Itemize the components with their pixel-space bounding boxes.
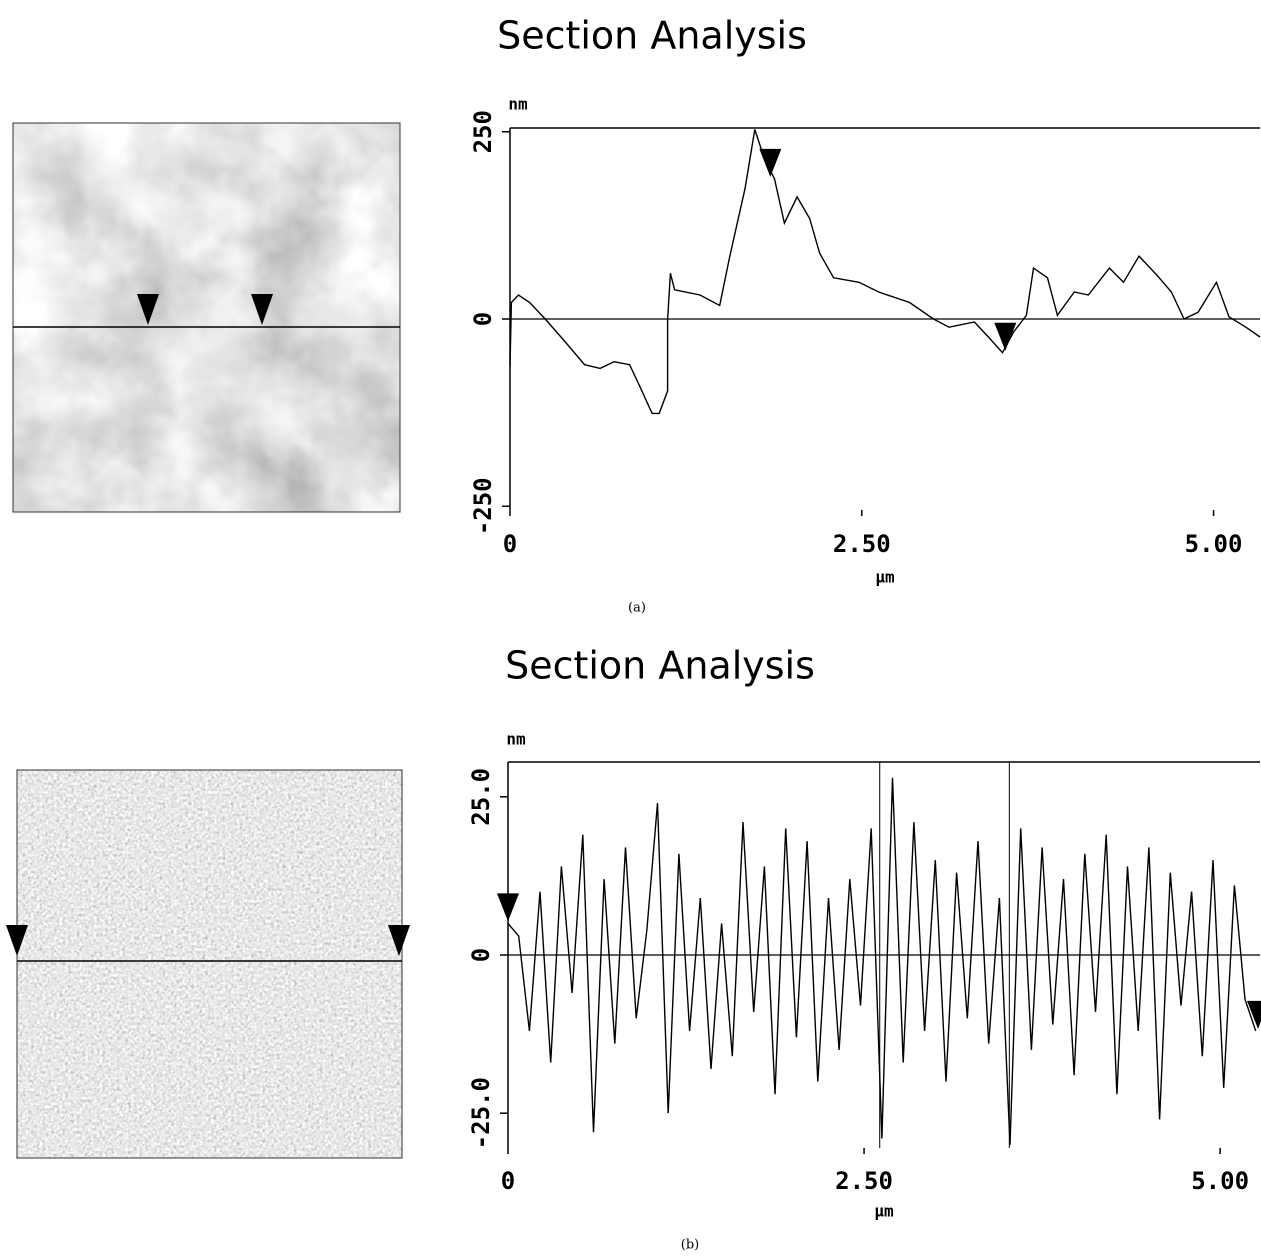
afm-texture: [13, 123, 400, 512]
cursor-marker: [137, 294, 159, 325]
afm-image-a: [12, 122, 401, 513]
cursor-marker: [759, 148, 782, 177]
y-tick-label: -25.0: [467, 1077, 495, 1149]
chart-title: Section Analysis: [505, 644, 815, 688]
y-tick-label: -250: [469, 477, 497, 535]
x-tick-label: 0: [501, 1167, 515, 1195]
profile-line: [507, 777, 1257, 1145]
x-tick-label: 5.00: [1185, 530, 1243, 558]
y-tick-label: 25.0: [467, 768, 495, 826]
x-axis-label: μm: [874, 1202, 894, 1221]
profile-line: [509, 129, 1261, 415]
y-axis-label: nm: [506, 730, 526, 749]
afm-texture: [17, 770, 402, 1158]
afm-image-b: [6, 769, 410, 1159]
x-tick-label: 2.50: [835, 1167, 893, 1195]
x-axis-label: μm: [875, 568, 895, 587]
x-tick-label: 0: [503, 530, 517, 558]
caption: (a): [628, 601, 646, 616]
cursor-marker: [497, 893, 519, 922]
cursor-marker: [1247, 1000, 1261, 1029]
cursor-marker: [388, 925, 410, 956]
y-tick-label: 0: [469, 312, 497, 326]
caption: (b): [681, 1238, 699, 1253]
chart-title: Section Analysis: [497, 14, 807, 58]
cursor-marker: [994, 322, 1017, 351]
cursor-marker: [251, 294, 273, 325]
y-axis-label: nm: [508, 95, 528, 114]
cursor-marker: [6, 925, 28, 956]
image-border: [12, 122, 401, 513]
image-border: [16, 769, 403, 1159]
x-tick-label: 5.00: [1191, 1167, 1249, 1195]
y-tick-label: 250: [469, 110, 497, 153]
x-tick-label: 2.50: [833, 530, 891, 558]
y-tick-label: 0: [467, 948, 495, 962]
